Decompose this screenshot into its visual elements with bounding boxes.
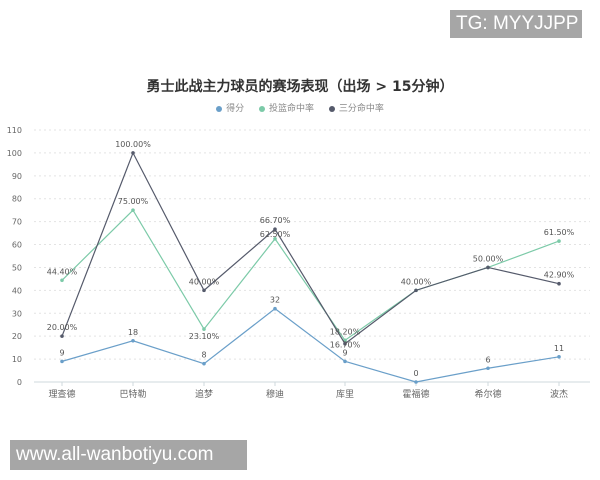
data-label: 50.00%: [473, 254, 504, 263]
legend-label: 三分命中率: [338, 104, 384, 114]
data-point[interactable]: [273, 237, 277, 241]
data-point[interactable]: [414, 380, 418, 384]
data-point[interactable]: [202, 288, 206, 293]
y-tick-label: 60: [12, 241, 22, 250]
data-label: 8: [201, 351, 206, 360]
watermark-tg: TG: MYYJJPP: [450, 10, 582, 38]
y-tick-label: 20: [12, 332, 22, 341]
y-tick-label: 50: [12, 263, 22, 272]
data-point[interactable]: [131, 208, 135, 212]
data-label: 18: [128, 328, 138, 337]
y-tick-label: 40: [12, 286, 22, 295]
data-label: 66.70%: [260, 216, 291, 225]
data-point[interactable]: [60, 334, 64, 338]
legend-dot-icon: [328, 105, 335, 112]
data-label: 62.50%: [260, 230, 291, 239]
chart-legend: 得分 投篮命中率 三分命中率: [0, 101, 600, 114]
data-point[interactable]: [131, 151, 135, 155]
data-point[interactable]: [486, 366, 490, 371]
x-tick-label: 追梦: [195, 388, 213, 400]
data-label: 9: [59, 348, 64, 357]
watermark-url: www.all-wanbotiyu.com: [10, 440, 247, 470]
data-point[interactable]: [202, 361, 206, 366]
legend-dot-icon: [216, 105, 223, 112]
y-tick-label: 80: [12, 195, 22, 204]
series-line: [61, 209, 560, 342]
data-label: 16.70%: [330, 341, 361, 350]
data-label: 6: [485, 355, 490, 364]
series-line: [61, 151, 560, 345]
x-tick-label: 霍福德: [402, 388, 429, 400]
y-tick-label: 90: [12, 172, 22, 181]
data-point[interactable]: [273, 227, 277, 231]
x-tick-label: 希尔德: [474, 388, 501, 400]
legend-item-3pt-pct[interactable]: 三分命中率: [328, 101, 384, 114]
legend-dot-icon: [258, 105, 265, 112]
data-label: 75.00%: [118, 197, 149, 206]
data-label: 42.90%: [544, 271, 575, 280]
data-point[interactable]: [273, 306, 277, 311]
data-point[interactable]: [486, 265, 490, 270]
x-tick-label: 波杰: [550, 388, 568, 400]
chart-title: 勇士此战主力球员的赛场表现（出场 > 15分钟）: [146, 79, 454, 95]
y-tick-label: 70: [12, 218, 22, 227]
data-label: 40.00%: [189, 277, 220, 286]
y-tick-label: 10: [12, 355, 22, 364]
data-label: 18.20%: [330, 327, 361, 336]
data-point[interactable]: [60, 278, 64, 283]
x-tick-label: 理查德: [48, 388, 75, 400]
data-label: 61.50%: [544, 228, 575, 237]
data-label: 23.10%: [189, 332, 220, 341]
data-point[interactable]: [557, 281, 561, 286]
x-tick-label: 穆迪: [266, 388, 284, 400]
legend-label: 得分: [226, 104, 245, 114]
data-label: 20.00%: [47, 323, 78, 332]
data-label: 32: [270, 296, 280, 305]
data-label: 44.40%: [47, 267, 78, 276]
legend-item-fg-pct[interactable]: 投篮命中率: [258, 101, 314, 114]
data-label: 0: [413, 369, 418, 378]
data-point[interactable]: [343, 341, 347, 346]
data-label: 40.00%: [401, 277, 432, 286]
data-point[interactable]: [343, 359, 347, 364]
series-line: [61, 307, 560, 383]
data-point[interactable]: [414, 288, 418, 293]
data-label: 11: [554, 344, 564, 353]
legend-label: 投篮命中率: [268, 104, 314, 114]
data-point[interactable]: [131, 338, 135, 343]
legend-item-points[interactable]: 得分: [216, 101, 244, 114]
data-point[interactable]: [557, 355, 561, 359]
data-label: 100.00%: [115, 140, 151, 149]
data-point[interactable]: [202, 327, 206, 331]
y-tick-label: 0: [17, 378, 22, 387]
y-tick-label: 100: [7, 149, 22, 158]
x-tick-label: 库里: [336, 388, 354, 400]
y-tick-label: 30: [12, 309, 22, 318]
data-label: 9: [342, 348, 347, 357]
data-point[interactable]: [557, 239, 561, 243]
x-tick-label: 巴特勒: [119, 388, 146, 400]
data-point[interactable]: [60, 359, 64, 364]
y-tick-label: 110: [7, 126, 22, 135]
